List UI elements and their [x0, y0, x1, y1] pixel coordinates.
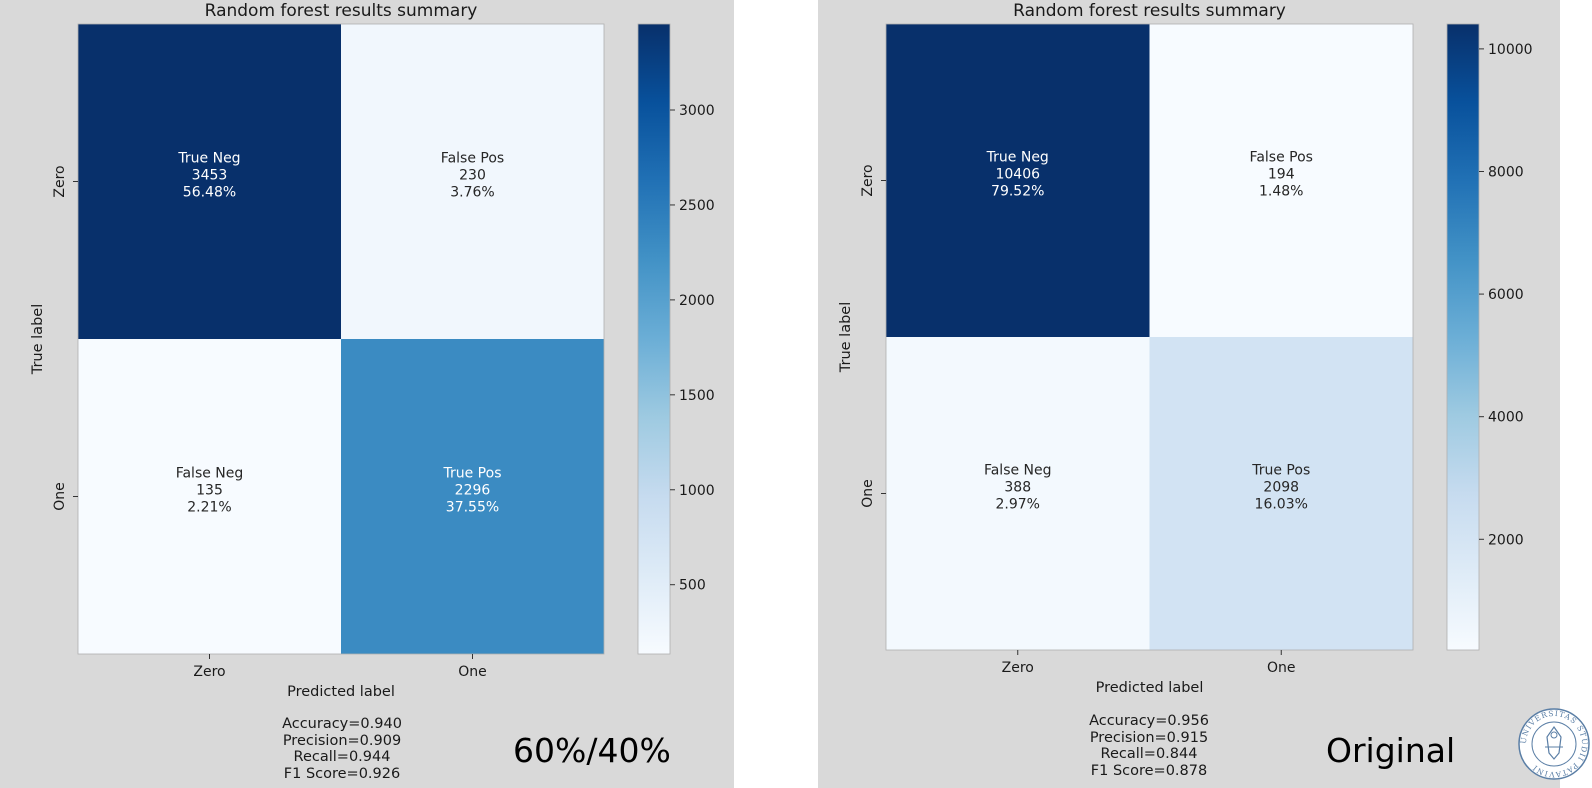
colorbar-tick-label: 3000 [679, 103, 715, 119]
plot-frame [77, 23, 605, 655]
heatmap-cell [1149, 337, 1413, 650]
metrics-block-right: Accuracy=0.956 Precision=0.915 Recall=0.… [1069, 713, 1229, 779]
cell-count-label: 194 [1268, 167, 1295, 183]
x-tick-label: Zero [193, 664, 225, 680]
cell-group-label: True Neg [986, 150, 1049, 166]
colorbar-tick-label: 4000 [1488, 410, 1524, 426]
cell-group-label: True Pos [1251, 463, 1310, 479]
colorbar-tick-label: 1500 [679, 388, 715, 404]
f1-score-text: F1 Score=0.878 [1090, 762, 1208, 779]
y-axis-label: True label [30, 304, 46, 375]
cell-percent-label: 1.48% [1259, 184, 1303, 200]
accuracy-text: Accuracy=0.940 [282, 716, 402, 732]
colorbar [637, 23, 671, 655]
colorbar-tick-label: 500 [679, 578, 706, 594]
x-axis-label: Predicted label [287, 684, 395, 700]
colorbar-tick-label: 2500 [679, 198, 715, 214]
heatmap-cell [886, 24, 1150, 337]
cell-count-label: 2296 [455, 483, 491, 499]
cell-group-label: False Neg [176, 466, 244, 482]
split-caption: 60%/40% [513, 731, 671, 770]
cell-percent-label: 16.03% [1255, 497, 1308, 513]
accuracy-text: Accuracy=0.956 [1089, 713, 1209, 729]
university-seal-logo: UNIVERSITAS STUDII PATAVINI [1518, 708, 1590, 780]
metrics-block-left: Accuracy=0.940 Precision=0.909 Recall=0.… [262, 716, 422, 782]
cell-count-label: 135 [196, 483, 223, 499]
cell-count-label: 10406 [995, 167, 1040, 183]
x-tick-label: One [1267, 660, 1296, 676]
cell-count-label: 230 [459, 168, 486, 184]
x-tick-label: One [458, 664, 487, 680]
cell-count-label: 2098 [1263, 480, 1299, 496]
colorbar-tick-label: 6000 [1488, 287, 1524, 303]
cell-group-label: False Pos [1250, 150, 1313, 166]
cell-percent-label: 2.21% [187, 500, 231, 516]
plot-frame [885, 23, 1414, 651]
cell-group-label: False Neg [984, 463, 1052, 479]
cell-group-label: True Pos [443, 466, 502, 482]
colorbar [1446, 23, 1480, 651]
cell-percent-label: 37.55% [446, 500, 499, 516]
heatmap-cell [1149, 24, 1413, 337]
x-tick-label: Zero [1002, 660, 1034, 676]
heatmap-cell [341, 339, 604, 654]
recall-text: Recall=0.944 [293, 749, 391, 766]
colorbar-tick-label: 2000 [1488, 532, 1524, 548]
heatmap-cell [78, 24, 341, 339]
cell-percent-label: 3.76% [450, 185, 494, 201]
chart-panel-right: Random forest results summary True Neg 104… [818, 0, 1560, 788]
confusion-matrix-chart-left: Random forest results summary True Neg345… [30, 1, 715, 700]
cell-count-label: 3453 [192, 168, 228, 184]
y-tick-label: Zero [860, 164, 876, 196]
colorbar-tick-label: 10000 [1488, 42, 1533, 58]
chart-title: Random forest results summary [1013, 1, 1286, 21]
x-axis-label: Predicted label [1096, 680, 1204, 696]
cell-percent-label: 56.48% [183, 185, 236, 201]
recall-text: Recall=0.844 [1100, 746, 1198, 763]
y-tick-label: Zero [52, 165, 68, 197]
f1-score-text: F1 Score=0.926 [283, 765, 401, 782]
cell-percent-label: 79.52% [991, 184, 1044, 200]
heatmap-cell [886, 337, 1150, 650]
y-axis-label: True label [838, 302, 854, 373]
y-tick-label: One [52, 482, 68, 511]
chart-title: Random forest results summary [205, 1, 478, 21]
cell-percent-label: 2.97% [996, 497, 1040, 513]
colorbar-tick-label: 8000 [1488, 164, 1524, 180]
cell-count-label: 388 [1004, 480, 1031, 496]
y-tick-label: One [860, 479, 876, 508]
colorbar-tick-label: 1000 [679, 483, 715, 499]
cell-group-label: False Pos [441, 151, 504, 167]
colorbar-tick-label: 2000 [679, 293, 715, 309]
original-caption: Original [1326, 731, 1456, 770]
heatmap-cell [341, 24, 604, 339]
precision-text: Precision=0.915 [1089, 729, 1209, 746]
precision-text: Precision=0.909 [282, 732, 402, 749]
cell-group-label: True Neg [177, 151, 240, 167]
chart-panel-left: Random forest results summary True Neg 345… [0, 0, 734, 788]
heatmap-cell [78, 339, 341, 654]
confusion-matrix-chart-right: Random forest results summary True Neg104… [838, 1, 1533, 696]
